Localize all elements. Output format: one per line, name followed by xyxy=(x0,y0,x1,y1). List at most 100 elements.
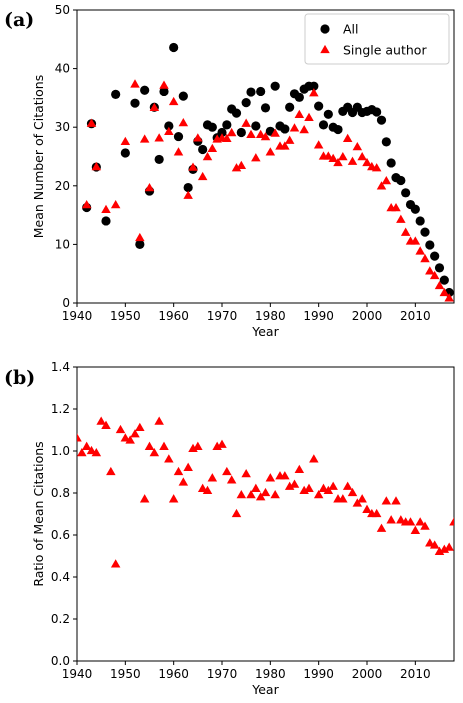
data-point-triangle xyxy=(173,466,184,476)
data-point-triangle xyxy=(231,508,242,518)
data-point-triangle xyxy=(231,163,242,172)
y-tick-label: 10 xyxy=(55,237,70,251)
data-point-triangle xyxy=(328,153,338,162)
data-point-triangle xyxy=(120,136,131,145)
data-point-triangle xyxy=(444,293,454,302)
data-point-triangle xyxy=(449,517,454,526)
data-point-circle xyxy=(376,115,387,125)
data-point-triangle xyxy=(309,454,319,463)
x-tick-label: 1950 xyxy=(110,309,141,323)
data-point-circle xyxy=(231,108,242,118)
data-point-circle xyxy=(246,87,256,97)
data-point-triangle xyxy=(197,483,208,492)
data-point-circle xyxy=(260,103,271,113)
data-point-triangle xyxy=(313,489,324,499)
data-point-triangle xyxy=(86,118,97,127)
data-point-triangle xyxy=(294,109,305,119)
x-tick-label: 1940 xyxy=(62,309,93,323)
data-point-triangle xyxy=(197,171,208,181)
data-point-triangle xyxy=(212,441,222,450)
data-point-triangle xyxy=(135,232,145,242)
data-point-triangle xyxy=(318,483,329,492)
data-point-triangle xyxy=(120,433,131,442)
data-point-triangle xyxy=(135,422,145,432)
data-point-triangle xyxy=(386,515,396,524)
data-point-triangle xyxy=(396,214,406,223)
data-point-triangle xyxy=(313,140,324,149)
data-point-triangle xyxy=(101,204,111,213)
data-point-triangle xyxy=(236,489,247,499)
y-axis-label: Mean Number of Citations xyxy=(31,75,46,238)
data-point-circle xyxy=(241,97,251,108)
data-point-triangle xyxy=(173,147,184,156)
plot-frame xyxy=(76,9,455,304)
data-point-circle xyxy=(135,239,145,249)
data-point-triangle xyxy=(81,200,92,209)
data-point-circle xyxy=(294,92,304,102)
data-point-triangle xyxy=(255,129,266,138)
data-point-triangle xyxy=(110,200,121,209)
data-point-triangle xyxy=(164,454,174,463)
y-tick-label: 50 xyxy=(55,3,70,17)
data-point-triangle xyxy=(91,447,102,457)
data-point-circle xyxy=(425,240,435,250)
data-point-triangle xyxy=(270,489,280,499)
x-tick-label: 1940 xyxy=(62,667,93,681)
data-point-triangle xyxy=(347,156,358,165)
data-point-triangle xyxy=(299,485,309,495)
x-tick-label: 1990 xyxy=(303,667,334,681)
data-point-circle xyxy=(314,101,324,111)
data-point-triangle xyxy=(77,447,87,457)
data-point-triangle xyxy=(154,133,164,142)
y-axis-label: Ratio of Mean Citations xyxy=(31,441,46,586)
x-axis-label: Year xyxy=(251,682,279,697)
data-point-triangle xyxy=(164,126,174,136)
data-point-triangle xyxy=(159,441,169,450)
data-point-triangle xyxy=(304,112,314,121)
data-point-circle xyxy=(154,154,164,165)
data-point-triangle xyxy=(347,487,358,497)
data-point-circle xyxy=(256,86,266,97)
data-point-triangle xyxy=(405,517,416,526)
data-point-triangle xyxy=(342,481,353,490)
data-point-triangle xyxy=(226,127,237,137)
panel-label: (b) xyxy=(4,367,35,389)
y-tick-label: 1.2 xyxy=(51,402,70,416)
data-point-triangle xyxy=(222,133,232,143)
data-point-triangle xyxy=(410,236,421,245)
data-point-triangle xyxy=(130,79,140,88)
data-point-circle xyxy=(198,144,208,155)
y-tick-label: 30 xyxy=(55,120,70,134)
data-point-triangle xyxy=(241,468,251,478)
data-point-triangle xyxy=(207,143,218,153)
data-point-triangle xyxy=(439,287,450,297)
data-point-triangle xyxy=(352,141,363,151)
data-point-triangle xyxy=(434,546,445,555)
data-point-circle xyxy=(251,121,261,131)
data-points xyxy=(77,416,454,568)
data-point-circle xyxy=(183,182,193,193)
data-point-triangle xyxy=(338,494,348,503)
data-point-triangle xyxy=(255,492,266,501)
data-point-triangle xyxy=(202,485,213,495)
data-point-triangle xyxy=(434,280,445,290)
data-point-triangle xyxy=(323,151,334,160)
data-point-triangle xyxy=(110,559,121,568)
data-point-triangle xyxy=(415,246,425,255)
data-point-circle xyxy=(410,204,420,214)
data-point-triangle xyxy=(429,540,440,549)
data-point-circle xyxy=(439,275,449,285)
data-point-triangle xyxy=(304,483,314,492)
data-point-circle xyxy=(207,122,217,132)
y-tick-label: 0 xyxy=(62,296,70,310)
data-point-triangle xyxy=(139,134,150,143)
legend-label: All xyxy=(343,22,359,37)
data-point-circle xyxy=(222,120,232,130)
data-point-triangle xyxy=(328,481,338,490)
data-point-triangle xyxy=(429,270,440,280)
data-point-circle xyxy=(120,148,130,158)
data-point-triangle xyxy=(270,128,280,137)
data-point-circle xyxy=(323,109,333,119)
data-point-circle xyxy=(173,131,184,142)
data-point-triangle xyxy=(154,416,164,425)
